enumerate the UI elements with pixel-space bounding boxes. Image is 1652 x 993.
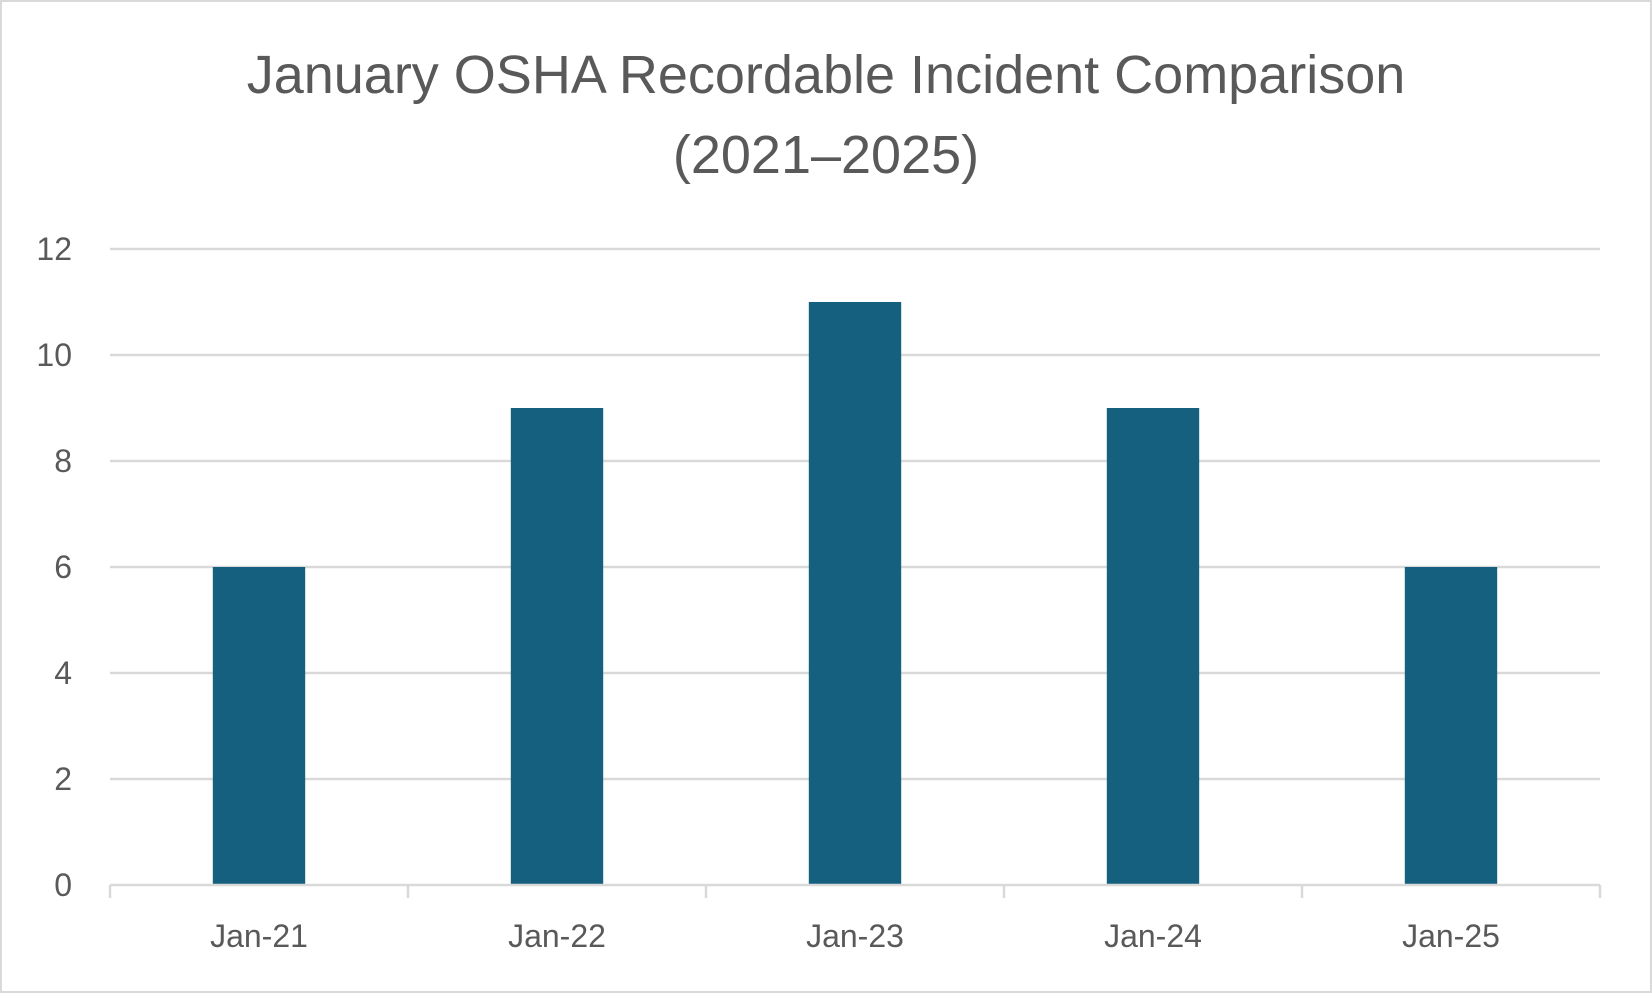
bar-Jan-22 [510,408,604,885]
x-tick-label-Jan-22: Jan-22 [508,918,606,954]
y-tick-label-0: 0 [54,867,72,903]
chart-title-line-2: (2021–2025) [672,125,980,185]
x-tick-labels: Jan-21 Jan-22 Jan-23 Jan-24 Jan-25 [210,918,1500,954]
y-tick-label-10: 10 [36,337,72,373]
bars [212,302,1498,885]
bar-Jan-21 [212,567,306,885]
y-tick-label-2: 2 [54,761,72,797]
y-tick-label-12: 12 [36,231,72,267]
bar-Jan-25 [1404,567,1498,885]
bar-Jan-23 [808,302,902,885]
y-tick-label-4: 4 [54,655,72,691]
x-tick-label-Jan-23: Jan-23 [806,918,904,954]
y-tick-label-8: 8 [54,443,72,479]
y-tick-labels: 0 2 4 6 8 10 12 [36,231,72,903]
bar-Jan-24 [1106,408,1200,885]
x-tick-label-Jan-24: Jan-24 [1104,918,1202,954]
chart-title-line-1: January OSHA Recordable Incident Compari… [246,45,1406,105]
y-tick-label-6: 6 [54,549,72,585]
x-axis [108,883,1602,898]
x-tick-label-Jan-21: Jan-21 [210,918,308,954]
x-tick-label-Jan-25: Jan-25 [1402,918,1500,954]
